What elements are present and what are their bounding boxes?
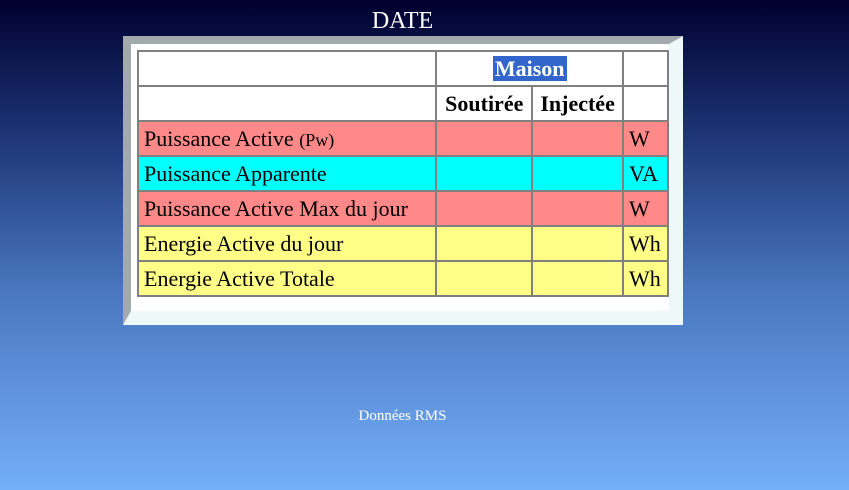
row-label: Energie Active Totale [136, 260, 438, 297]
data-table: Maison Soutirée Injectée Puissance Activ… [136, 50, 669, 297]
empty-cell [622, 50, 669, 87]
row-label: Energie Active du jour [136, 225, 438, 262]
page-title: DATE [371, 8, 434, 34]
empty-cell [622, 85, 669, 122]
value-cell [531, 225, 625, 262]
table-row: Puissance Active Max du jour W [136, 190, 669, 227]
table-row: Puissance Active (Pw) W [136, 120, 669, 157]
value-cell [435, 260, 534, 297]
footer-text: Données RMS [358, 408, 447, 424]
value-cell [531, 190, 625, 227]
row-label: Puissance Active Max du jour [136, 190, 438, 227]
value-cell [531, 120, 625, 157]
unit-cell: Wh [622, 225, 669, 262]
value-cell [531, 155, 625, 192]
group-header-cell: Maison [435, 50, 625, 87]
value-cell [435, 225, 534, 262]
unit-cell: Wh [622, 260, 669, 297]
row-label: Puissance Active (Pw) [136, 120, 438, 157]
unit-cell: W [622, 120, 669, 157]
column-header: Injectée [531, 85, 625, 122]
value-cell [435, 120, 534, 157]
value-cell [435, 155, 534, 192]
row-label: Puissance Apparente [136, 155, 438, 192]
unit-cell: VA [622, 155, 669, 192]
group-header: Maison [492, 55, 567, 81]
empty-cell [136, 85, 438, 122]
header-row: Maison [136, 50, 669, 87]
subheader-row: Soutirée Injectée [136, 85, 669, 122]
value-cell [531, 260, 625, 297]
table-row: Energie Active du jour Wh [136, 225, 669, 262]
unit-cell: W [622, 190, 669, 227]
empty-cell [136, 50, 438, 87]
data-table-frame: Maison Soutirée Injectée Puissance Activ… [123, 36, 683, 325]
value-cell [435, 190, 534, 227]
table-row: Energie Active Totale Wh [136, 260, 669, 297]
column-header: Soutirée [435, 85, 534, 122]
table-row: Puissance Apparente VA [136, 155, 669, 192]
